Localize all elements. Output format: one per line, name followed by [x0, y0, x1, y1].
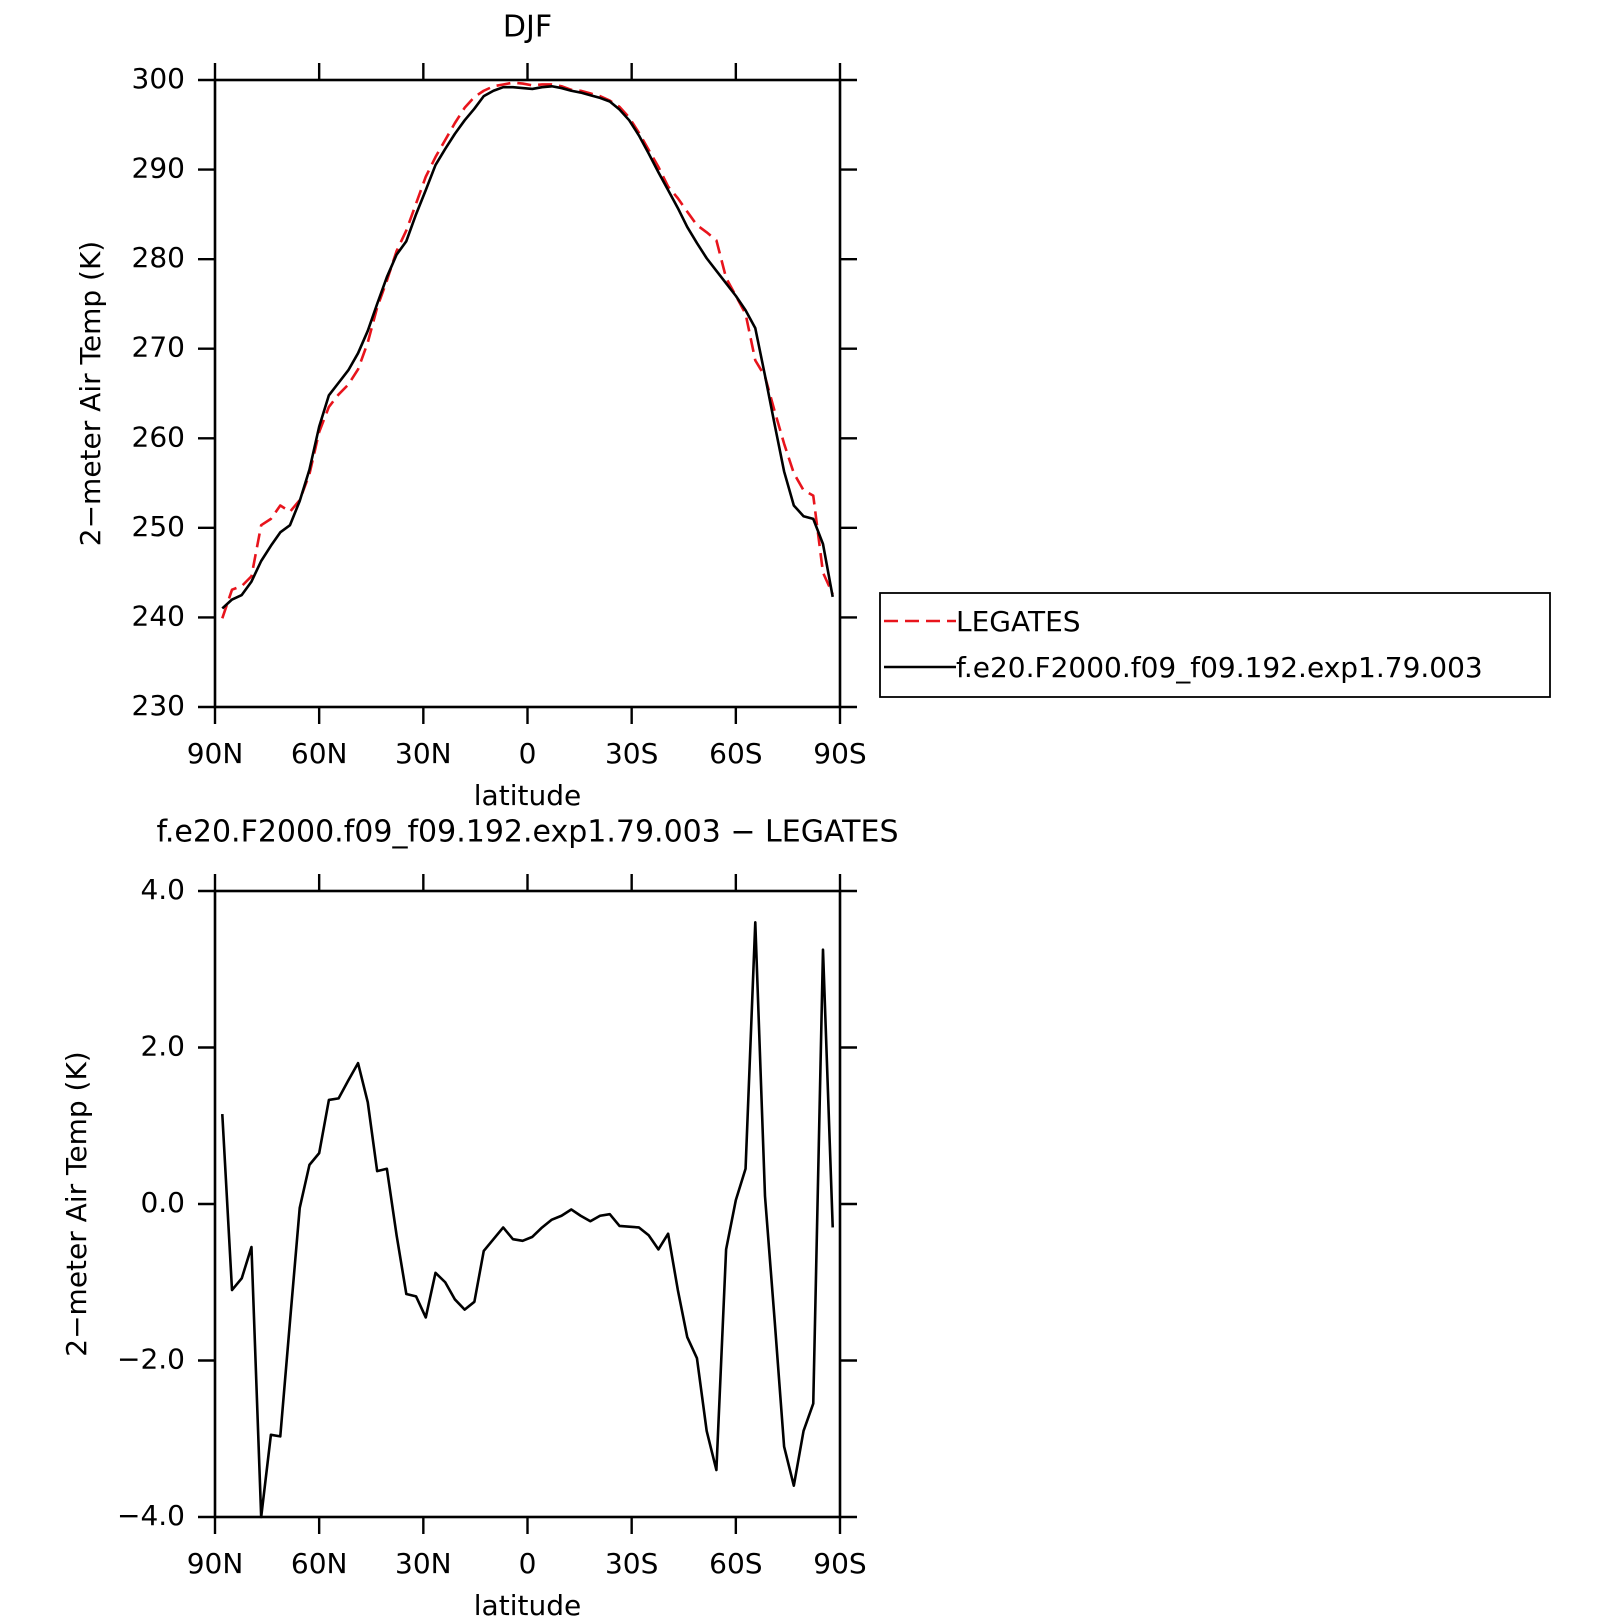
plot-frame	[213, 889, 842, 1519]
x-tick-label: 0	[519, 1547, 537, 1580]
y-tick-label: 2.0	[140, 1030, 185, 1063]
x-tick-label: 60S	[709, 737, 762, 770]
chart-title: DJF	[503, 10, 552, 45]
x-tick-label: 30S	[605, 737, 658, 770]
y-tick-label: 230	[132, 689, 185, 722]
x-tick-label: 90S	[813, 1547, 866, 1580]
x-tick-label: 30N	[395, 1547, 452, 1580]
y-tick-label: 260	[132, 420, 185, 453]
x-tick-label: 90N	[187, 737, 244, 770]
x-tick-label: 0	[519, 737, 537, 770]
y-tick-label: 270	[132, 331, 185, 364]
x-tick-label: 60N	[291, 1547, 348, 1580]
legend-box	[879, 592, 1551, 698]
x-tick-label: 60N	[291, 737, 348, 770]
y-tick-label: 280	[132, 241, 185, 274]
x-tick-label: 60S	[709, 1547, 762, 1580]
x-axis-title: latitude	[474, 779, 581, 812]
data-line	[221, 84, 834, 610]
y-tick-label: 4.0	[140, 873, 185, 906]
x-tick-label: 90S	[813, 737, 866, 770]
data-line	[221, 81, 834, 619]
y-axis-title: 2−meter Air Temp (K)	[74, 241, 107, 546]
y-tick-label: 250	[132, 510, 185, 543]
plot-frame	[213, 78, 842, 709]
data-line	[220, 921, 835, 1519]
y-tick-label: −2.0	[117, 1343, 185, 1376]
y-tick-label: 0.0	[140, 1186, 185, 1219]
x-tick-label: 30S	[605, 1547, 658, 1580]
y-tick-label: −4.0	[117, 1499, 185, 1532]
x-tick-label: 30N	[395, 737, 452, 770]
legend-label: LEGATES	[956, 605, 1081, 638]
y-axis-title: 2−meter Air Temp (K)	[60, 1051, 93, 1356]
x-axis-title: latitude	[474, 1589, 581, 1622]
chart-title: f.e20.F2000.f09_f09.192.exp1.79.003 − LE…	[157, 815, 899, 850]
y-tick-label: 240	[132, 599, 185, 632]
x-tick-label: 90N	[187, 1547, 244, 1580]
legend-label: f.e20.F2000.f09_f09.192.exp1.79.003	[956, 651, 1483, 684]
y-tick-label: 300	[132, 62, 185, 95]
y-tick-label: 290	[132, 152, 185, 185]
